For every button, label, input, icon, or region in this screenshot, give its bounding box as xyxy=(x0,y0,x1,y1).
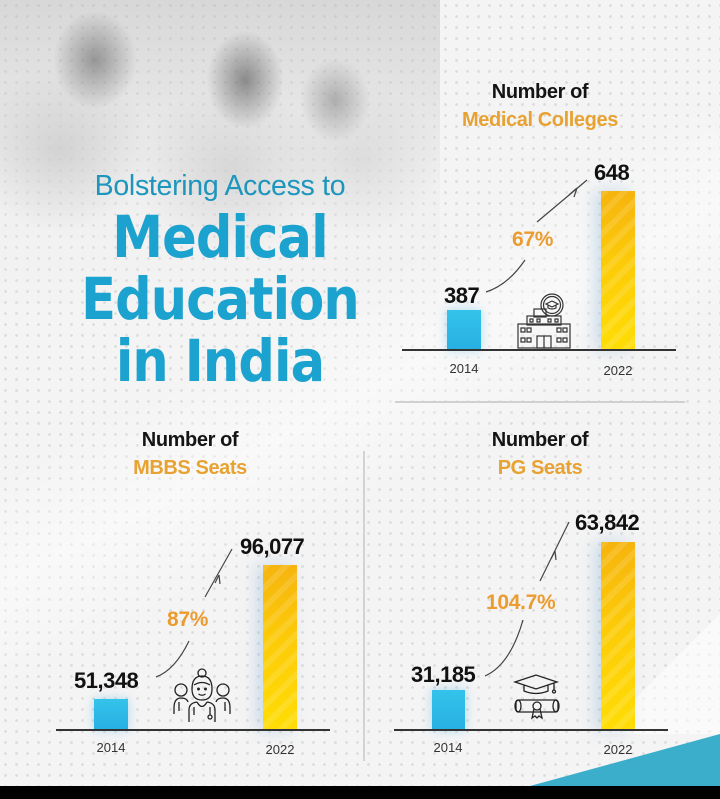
chart-medical-colleges: Number of Medical Colleges 387 648 67% xyxy=(402,78,676,378)
year-label-2022: 2022 xyxy=(265,742,295,757)
value-2014: 31,185 xyxy=(411,662,476,687)
value-2014: 387 xyxy=(444,283,480,308)
corner-blue-shape xyxy=(530,734,720,786)
title-line-2: MBBS Seats xyxy=(133,457,247,479)
chart-title: Number of MBBS Seats xyxy=(80,426,300,482)
growth-percent: 104.7% xyxy=(486,591,556,614)
year-label-2022: 2022 xyxy=(603,363,633,378)
title-line-2: Medical Colleges xyxy=(462,109,618,131)
doctors-photo-background xyxy=(0,0,440,330)
chart-title: Number of Medical Colleges xyxy=(420,78,660,134)
growth-arrow-curve xyxy=(484,521,570,677)
year-label-2014: 2014 xyxy=(449,361,479,376)
x-axis xyxy=(56,729,330,731)
bar-2014 xyxy=(94,699,128,730)
hero-title-block: Bolstering Access to Medical Education i… xyxy=(40,168,400,390)
value-2014: 51,348 xyxy=(74,668,139,693)
x-axis xyxy=(394,729,668,731)
value-2022: 648 xyxy=(594,160,630,185)
year-label-2014: 2014 xyxy=(433,740,463,755)
hero-subtitle: Bolstering Access to xyxy=(94,170,346,202)
growth-arrow-curve xyxy=(485,179,588,293)
growth-percent: 67% xyxy=(512,228,554,251)
x-axis xyxy=(402,349,676,351)
hero-title-line-3: in India xyxy=(115,327,325,395)
bar-2014 xyxy=(447,310,481,350)
section-divider-horizontal xyxy=(395,401,685,403)
title-line-1: Number of xyxy=(491,81,589,103)
value-2022: 63,842 xyxy=(575,510,640,535)
college-building-icon xyxy=(517,293,571,349)
title-line-1: Number of xyxy=(141,429,239,451)
chart-title: Number of PG Seats xyxy=(430,426,650,482)
year-label-2014: 2014 xyxy=(96,740,126,755)
value-2022: 96,077 xyxy=(240,534,305,559)
bar-2022 xyxy=(601,191,635,350)
doctors-group-icon xyxy=(173,668,231,722)
bar-2022 xyxy=(263,565,297,730)
hero-title-line-1: Medical xyxy=(112,203,328,271)
bar-2022 xyxy=(601,542,635,730)
graduation-diploma-icon xyxy=(512,674,560,720)
title-line-1: Number of xyxy=(491,429,589,451)
bar-2014 xyxy=(432,690,465,730)
section-divider-vertical xyxy=(363,451,365,761)
title-line-2: PG Seats xyxy=(497,457,583,479)
year-label-2022: 2022 xyxy=(603,742,633,757)
growth-arrow-curve xyxy=(155,548,233,678)
growth-percent: 87% xyxy=(167,608,209,631)
hero-title-line-2: Education xyxy=(81,265,360,333)
